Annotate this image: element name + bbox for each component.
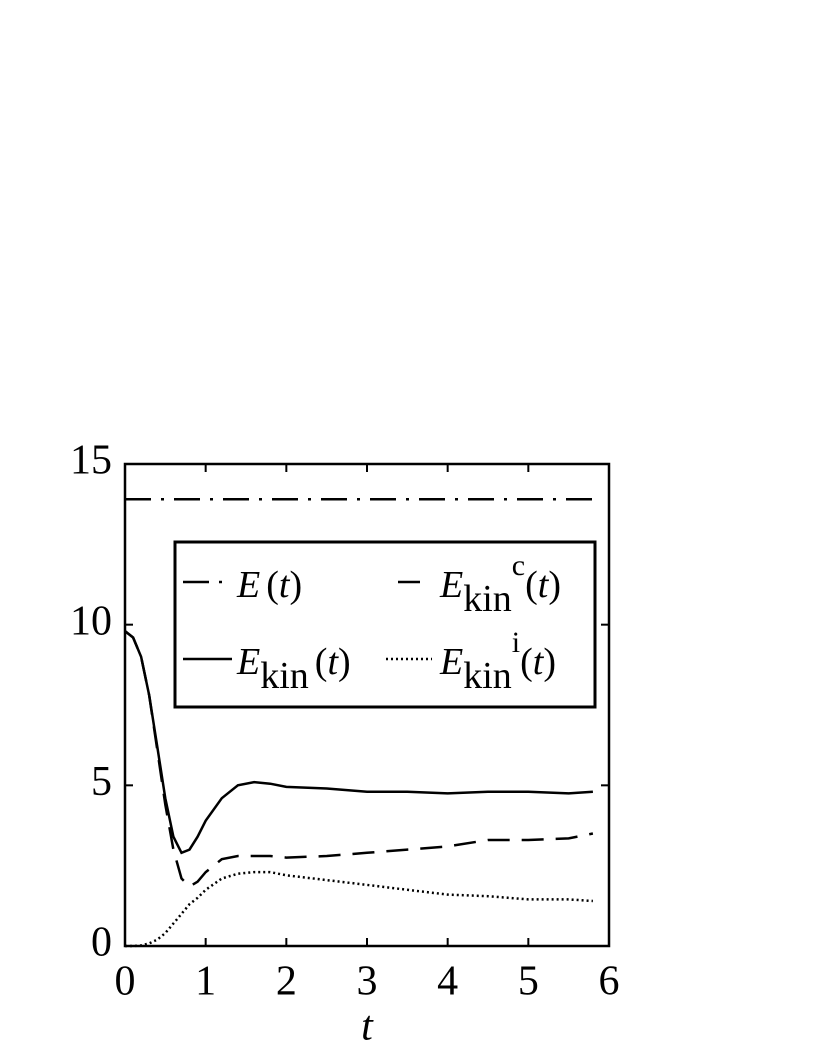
y-tick-label: 10	[70, 598, 112, 644]
legend-symbol: E	[439, 564, 463, 606]
legend-box	[173, 540, 597, 709]
legend-symbol: E	[236, 564, 260, 606]
legend-superscript: i	[512, 626, 520, 659]
legend-argument: (t)	[520, 641, 556, 683]
legend-argument: (t)	[525, 564, 561, 606]
legend-argument: (t)	[315, 641, 351, 683]
x-tick-label: 0	[115, 959, 136, 1005]
y-tick-label: 5	[91, 759, 112, 805]
legend-symbol: E	[236, 641, 260, 683]
legend-label: E (t)	[236, 564, 302, 606]
x-tick-label: 6	[599, 959, 620, 1005]
x-axis-label: t	[361, 1004, 374, 1050]
legend-argument: (t)	[266, 564, 302, 606]
y-tick-label: 15	[70, 438, 112, 484]
legend-label: Ekin (t)	[236, 641, 351, 697]
legend-symbol: E	[439, 641, 463, 683]
legend-superscript: c	[512, 549, 525, 582]
legend-subscript: kin	[463, 578, 512, 620]
x-tick-label: 1	[195, 959, 216, 1005]
legend-subscript: kin	[463, 655, 512, 697]
y-tick-label: 0	[91, 920, 112, 966]
legend-subscript: kin	[260, 655, 309, 697]
x-tick-label: 5	[518, 959, 539, 1005]
legend-label: Ekini(t)	[439, 626, 556, 697]
series-line	[125, 870, 593, 948]
legend-label: Ekinc(t)	[439, 549, 561, 620]
series-line	[124, 630, 593, 855]
plot-frame	[123, 462, 611, 948]
x-tick-label: 2	[276, 959, 297, 1005]
x-tick-label: 4	[437, 959, 458, 1005]
x-tick-label: 3	[357, 959, 378, 1005]
